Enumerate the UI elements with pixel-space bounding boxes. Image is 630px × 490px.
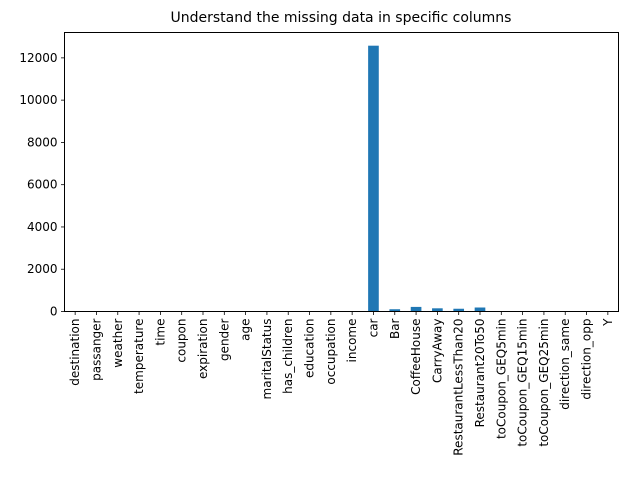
x-tick-label: RestaurantLessThan20 bbox=[452, 319, 466, 456]
x-tick-label: Y bbox=[601, 318, 615, 327]
chart-title: Understand the missing data in specific … bbox=[171, 10, 512, 26]
x-tick-label: gender bbox=[217, 318, 231, 361]
x-tick-label: education bbox=[303, 319, 317, 379]
y-tick-label: 10000 bbox=[19, 93, 57, 107]
plot-frame bbox=[64, 32, 619, 312]
x-tick-label: direction_opp bbox=[580, 319, 594, 400]
y-tick-label: 2000 bbox=[27, 262, 58, 276]
x-tick-label: toCoupon_GEQ5min bbox=[494, 319, 508, 440]
x-tick-label: toCoupon_GEQ15min bbox=[516, 319, 530, 447]
x-tick-label: weather bbox=[111, 318, 125, 367]
x-tick-label: coupon bbox=[175, 319, 189, 363]
x-axis: destination passanger weather temperature ti… bbox=[68, 311, 615, 456]
bar-car bbox=[368, 45, 379, 312]
y-tick-label: 6000 bbox=[27, 178, 58, 192]
x-tick-label: expiration bbox=[196, 319, 210, 380]
x-tick-label: direction_same bbox=[558, 319, 572, 410]
x-tick-label: temperature bbox=[132, 319, 146, 394]
x-tick-label: maritalStatus bbox=[260, 319, 274, 400]
bar-CarryAway bbox=[432, 308, 443, 312]
y-tick-label: 12000 bbox=[19, 51, 57, 65]
x-tick-label: Bar bbox=[388, 318, 402, 339]
x-tick-label: passanger bbox=[89, 318, 103, 380]
x-tick-label: CarryAway bbox=[430, 319, 444, 383]
x-tick-label: time bbox=[153, 319, 167, 346]
bar-Bar bbox=[389, 309, 401, 312]
bars-group bbox=[368, 45, 486, 312]
x-tick-label: age bbox=[239, 319, 253, 341]
bar-RestaurantLessThan20 bbox=[453, 308, 465, 312]
x-tick-label: occupation bbox=[324, 319, 338, 385]
x-tick-label: car bbox=[366, 318, 380, 337]
y-tick-label: 4000 bbox=[27, 220, 58, 234]
y-tick-label: 0 bbox=[50, 305, 58, 319]
bar-CoffeeHouse bbox=[410, 306, 422, 312]
y-tick-label: 8000 bbox=[27, 135, 58, 149]
x-tick-label: CoffeeHouse bbox=[409, 319, 423, 395]
x-tick-label: income bbox=[345, 319, 359, 363]
bar-Restaurant20To50 bbox=[474, 307, 486, 312]
x-tick-label: has_children bbox=[281, 319, 295, 394]
y-axis: 0 2000 4000 6000 8000 10000 12000 bbox=[19, 51, 65, 319]
x-tick-label: Restaurant20To50 bbox=[473, 319, 487, 428]
x-tick-label: destination bbox=[68, 319, 82, 386]
x-tick-label: toCoupon_GEQ25min bbox=[537, 319, 551, 447]
